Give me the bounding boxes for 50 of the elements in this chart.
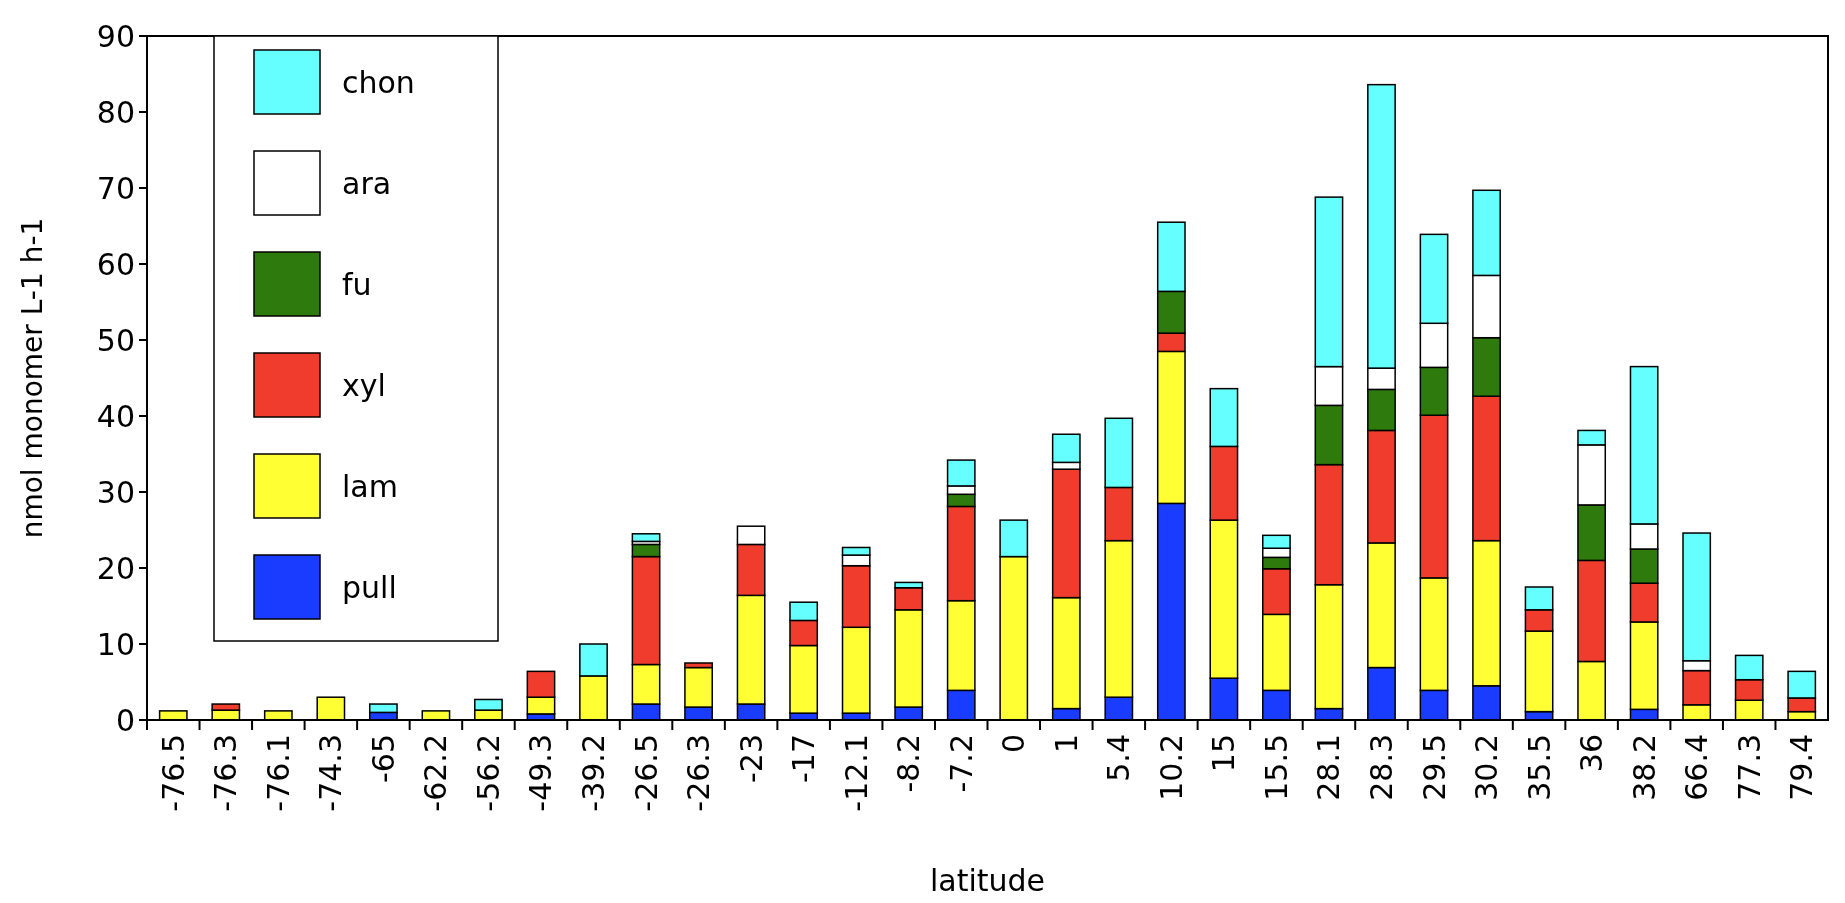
y-tick-label: 50 — [96, 322, 135, 358]
legend-label: ara — [342, 165, 392, 201]
x-tick-label: -8.2 — [891, 734, 927, 793]
legend-label: lam — [342, 468, 398, 504]
x-tick-label: 29.5 — [1416, 734, 1452, 801]
x-tick-label: 35.5 — [1521, 734, 1557, 801]
y-tick-label: 80 — [96, 94, 135, 130]
x-tick-label: 36 — [1574, 734, 1610, 773]
x-tick-label: 30.2 — [1469, 734, 1505, 801]
x-tick-label: 79.4 — [1784, 734, 1820, 801]
y-tick-label: 40 — [96, 398, 135, 434]
x-tick-label: -23 — [733, 734, 769, 783]
x-tick-label: -39.2 — [576, 734, 612, 812]
y-tick-label: 60 — [96, 246, 135, 282]
x-tick-label: -26.3 — [681, 734, 717, 812]
legend-label: chon — [342, 64, 415, 100]
x-axis-title: latitude — [929, 863, 1046, 898]
x-tick-label: -76.3 — [208, 734, 244, 812]
x-tick-label: -49.3 — [523, 734, 559, 812]
x-tick-label: -26.5 — [628, 734, 664, 812]
x-tick-label: -76.1 — [260, 734, 296, 812]
y-tick-label: 70 — [96, 170, 135, 206]
x-tick-label: -62.2 — [418, 734, 454, 812]
y-tick-label: 20 — [96, 550, 135, 586]
bar — [631, 533, 661, 543]
y-tick-label: 30 — [96, 474, 135, 510]
legend-label: xyl — [342, 367, 386, 403]
x-tick-label: 77.3 — [1731, 734, 1767, 801]
x-tick-label: -76.5 — [155, 734, 191, 812]
legend-label: fu — [342, 266, 372, 302]
x-tick-label: -17 — [786, 734, 822, 783]
x-tick-label: 10.2 — [1153, 734, 1189, 801]
x-tick-label: 38.2 — [1626, 734, 1662, 801]
x-tick-label: 28.1 — [1311, 734, 1347, 801]
x-tick-label: -74.3 — [313, 734, 349, 812]
x-tick-label: -56.2 — [470, 734, 506, 812]
x-tick-label: 15 — [1206, 734, 1242, 773]
x-tick-label: 28.3 — [1363, 734, 1399, 801]
x-tick-label: 15.5 — [1258, 734, 1294, 801]
x-tick-label: 0 — [996, 734, 1032, 754]
x-tick-label: 5.4 — [1101, 734, 1137, 782]
x-tick-label: -65 — [365, 734, 401, 783]
x-tick-label: -12.1 — [838, 734, 874, 812]
y-axis-title: nmol monomer L-1 h-1 — [16, 217, 49, 539]
x-tick-label: -7.2 — [943, 734, 979, 793]
x-tick-label: 1 — [1048, 734, 1084, 754]
y-tick-label: 90 — [96, 18, 135, 54]
y-tick-label: 10 — [96, 626, 135, 662]
x-tick-label: 66.4 — [1679, 734, 1715, 801]
legend-label: pull — [342, 569, 397, 605]
